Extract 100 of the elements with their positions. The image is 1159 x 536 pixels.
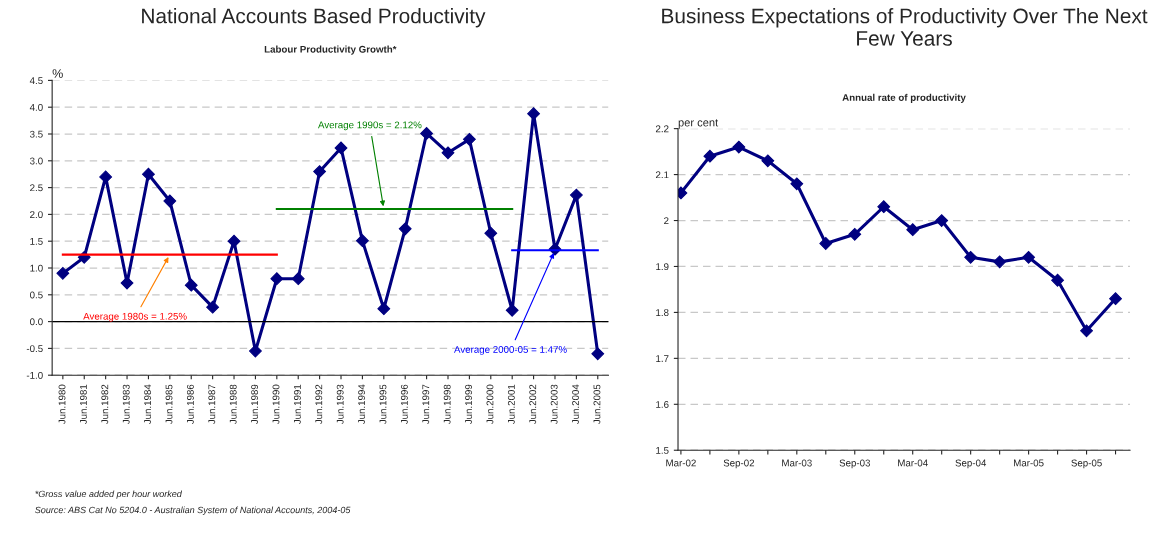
point — [1109, 292, 1122, 306]
x-tick-label: Jun.1980 — [58, 384, 66, 425]
point — [142, 167, 155, 181]
x-tick-label: Jun.1993 — [336, 384, 344, 425]
y-tick-label: 2.0 — [30, 211, 43, 219]
point — [703, 149, 717, 163]
y-tick-label: 3.5 — [29, 130, 43, 138]
point — [356, 234, 369, 248]
chart-subtitle: Annual rate of productivity — [842, 93, 966, 103]
x-tick-label: Jun.1981 — [79, 384, 87, 425]
x-tick-label: Sep-03 — [839, 459, 871, 469]
x-tick-label: Mar-03 — [782, 459, 812, 467]
point — [1080, 324, 1093, 338]
x-tick-label: Jun.1983 — [122, 384, 130, 425]
x-tick-label: Jun.1986 — [186, 384, 194, 425]
point — [1022, 250, 1036, 264]
y-tick-label: 4.0 — [29, 103, 43, 111]
x-tick-label: Jun.1995 — [379, 384, 387, 425]
y-tick-label: 1.8 — [656, 309, 669, 317]
x-tick-label: Jun.1997 — [422, 384, 430, 425]
point — [569, 188, 583, 202]
point — [334, 141, 348, 155]
x-tick-label: Mar-04 — [898, 459, 928, 467]
y-tick-label: 2.5 — [30, 184, 43, 192]
x-tick-label: Mar-05 — [1014, 459, 1044, 467]
x-tick-label: Sep-05 — [1071, 459, 1102, 469]
point — [420, 127, 434, 140]
x-tick-label: Sep-02 — [723, 459, 755, 469]
point — [206, 300, 220, 314]
x-tick-label: Jun.1992 — [315, 384, 323, 425]
point — [527, 107, 540, 121]
point — [462, 132, 476, 146]
x-tick-label: Jun.1990 — [272, 384, 280, 425]
y-tick-label: 0.0 — [29, 318, 43, 326]
source-note: Source: ABS Cat No 5204.0 - Australian System of National Accounts, 2004-05 — [35, 506, 351, 515]
point — [270, 272, 284, 286]
annotation: Average 2000-05 = 1.47% — [454, 346, 567, 355]
y-tick-label: 1.6 — [656, 401, 669, 408]
point — [1051, 273, 1064, 287]
y-tick-label: 2 — [664, 217, 669, 225]
y-tick-label: 1.5 — [656, 447, 669, 454]
point — [56, 266, 70, 280]
point — [591, 347, 605, 361]
x-tick-label: Jun.1985 — [165, 384, 173, 425]
y-tick-label: 1.5 — [30, 238, 43, 245]
y-axis-title: % — [52, 69, 63, 78]
point — [790, 177, 804, 191]
y-tick-label: 2.2 — [655, 125, 669, 133]
point — [964, 250, 978, 264]
point — [819, 237, 833, 250]
annotation: Average 1990s = 2.12% — [318, 121, 422, 131]
y-tick-label: 1.9 — [656, 263, 669, 271]
point — [184, 278, 198, 292]
y-tick-label: -0.5 — [26, 345, 43, 353]
point — [993, 255, 1007, 269]
point — [505, 303, 519, 317]
x-tick-label: Jun.2000 — [486, 384, 494, 425]
point — [761, 154, 775, 168]
chart-title: Business Expectations of Productivity Over The Next Few Years — [662, 8, 1148, 46]
x-tick-label: Sep-04 — [955, 459, 987, 469]
point — [377, 302, 391, 316]
y-tick-label: 0.5 — [29, 291, 43, 299]
point — [906, 223, 920, 237]
y-tick-label: -1.0 — [26, 371, 43, 379]
x-tick-label: Jun.2003 — [550, 384, 558, 425]
x-tick-label: Jun.1996 — [400, 384, 408, 425]
point — [291, 272, 305, 286]
x-tick-label: Jun.2001 — [507, 384, 515, 425]
point — [227, 234, 241, 248]
point — [484, 226, 498, 240]
y-axis-title: per cent — [678, 119, 719, 129]
x-tick-label: Jun.2002 — [529, 384, 537, 425]
x-tick-label: Jun.2004 — [572, 384, 579, 425]
point — [163, 194, 177, 208]
x-tick-label: Jun.1987 — [208, 384, 216, 425]
x-tick-label: Jun.1982 — [101, 384, 109, 425]
x-tick-label: Jun.1998 — [443, 384, 451, 425]
y-tick-label: 3.0 — [29, 157, 43, 165]
x-tick-label: Jun.1994 — [358, 384, 366, 425]
point — [398, 222, 412, 236]
y-tick-label: 1.7 — [656, 355, 669, 362]
point — [848, 227, 862, 241]
y-tick-label: 2.1 — [655, 171, 669, 179]
chart-subtitle: Labour Productivity Growth* — [264, 45, 397, 55]
x-tick-label: Jun.1999 — [465, 384, 472, 425]
chart-title: National Accounts Based Productivity — [142, 8, 486, 28]
point — [249, 344, 262, 358]
x-tick-label: Jun.2005 — [593, 384, 601, 425]
x-tick-label: Jun.1991 — [293, 384, 301, 425]
y-tick-label: 1.0 — [30, 264, 43, 272]
point — [313, 165, 327, 178]
annotation: Average 1980s = 1.25% — [83, 312, 187, 322]
point — [732, 140, 746, 154]
x-tick-label: Jun.1988 — [229, 384, 237, 425]
text: *Gross value added per hour worked — [35, 490, 183, 499]
point — [935, 214, 949, 227]
x-tick-label: Mar-02 — [666, 459, 696, 467]
point — [120, 276, 134, 290]
point — [441, 146, 455, 160]
point — [877, 200, 891, 214]
